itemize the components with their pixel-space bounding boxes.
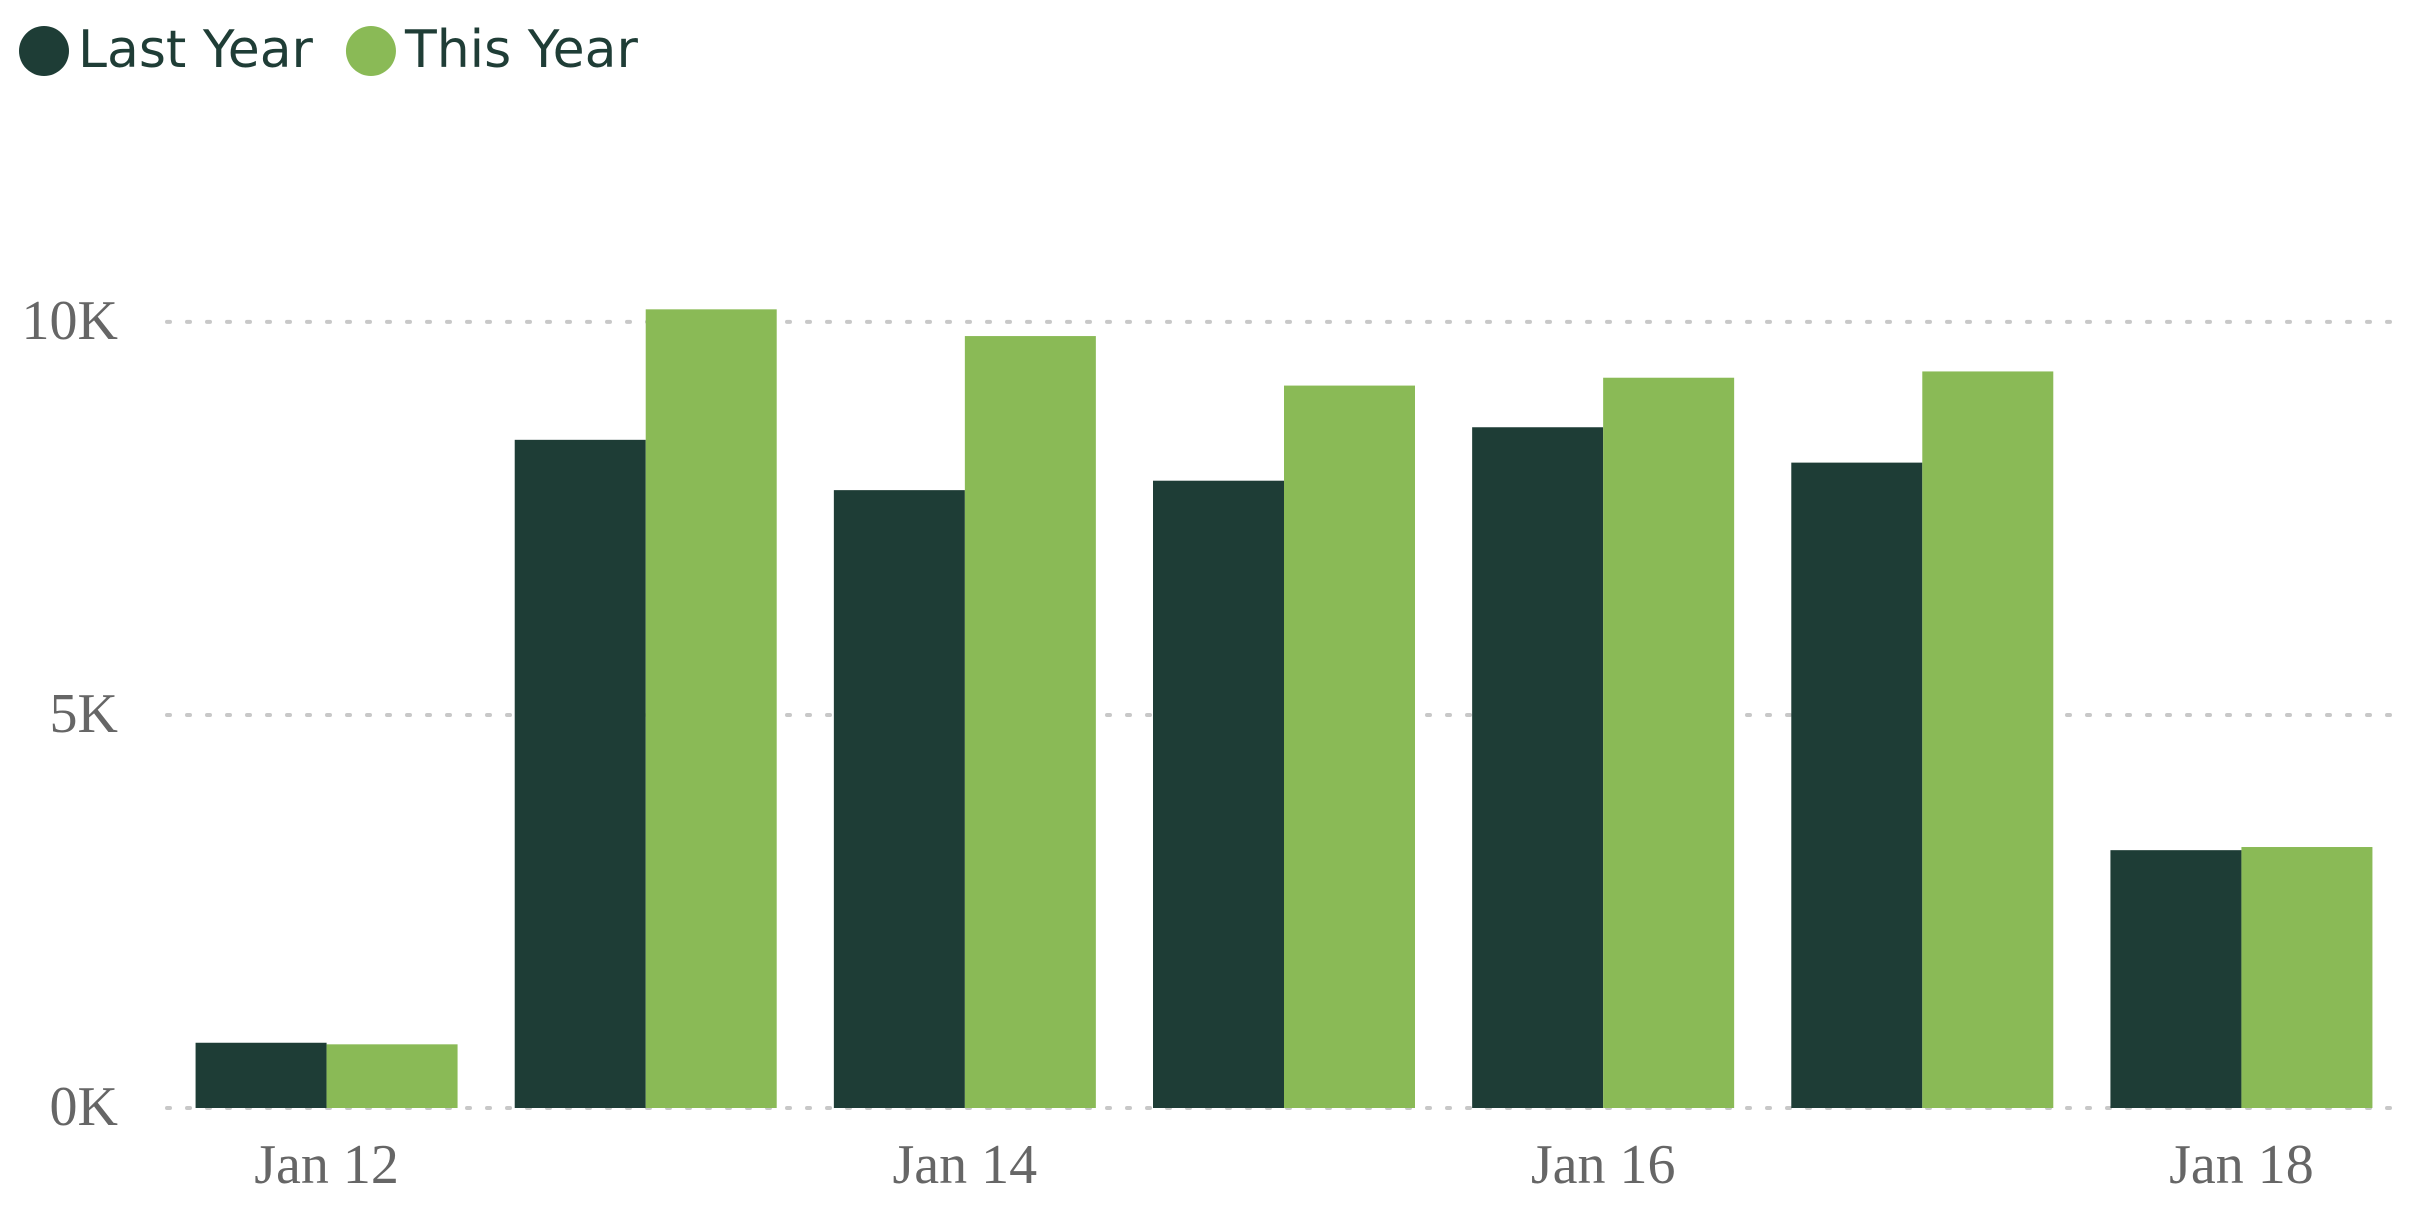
bar	[1472, 427, 1604, 1109]
y-tick-label: 5K	[50, 683, 118, 745]
bar	[1791, 462, 1923, 1108]
bar	[833, 490, 965, 1109]
y-tick-label: 0K	[50, 1076, 118, 1138]
bar	[2110, 850, 2242, 1108]
x-tick-label: Jan 16	[1531, 1134, 1676, 1196]
bar	[964, 336, 1096, 1108]
x-tick-label: Jan 18	[2169, 1134, 2314, 1196]
bar	[326, 1044, 458, 1108]
bar	[2241, 847, 2373, 1108]
bar	[1603, 377, 1735, 1108]
legend-marker	[19, 26, 69, 76]
legend-label: This Year	[404, 20, 639, 80]
bar	[195, 1042, 327, 1108]
bar	[1284, 385, 1415, 1109]
x-tick-label: Jan 14	[893, 1134, 1038, 1196]
bar	[1153, 480, 1284, 1108]
y-tick-label: 10K	[22, 290, 118, 352]
bar	[645, 309, 777, 1108]
x-tick-label: Jan 12	[254, 1134, 399, 1196]
legend-marker	[345, 26, 396, 76]
bar	[514, 439, 646, 1109]
legend-label: Last Year	[78, 20, 314, 80]
bar	[1922, 371, 2054, 1108]
